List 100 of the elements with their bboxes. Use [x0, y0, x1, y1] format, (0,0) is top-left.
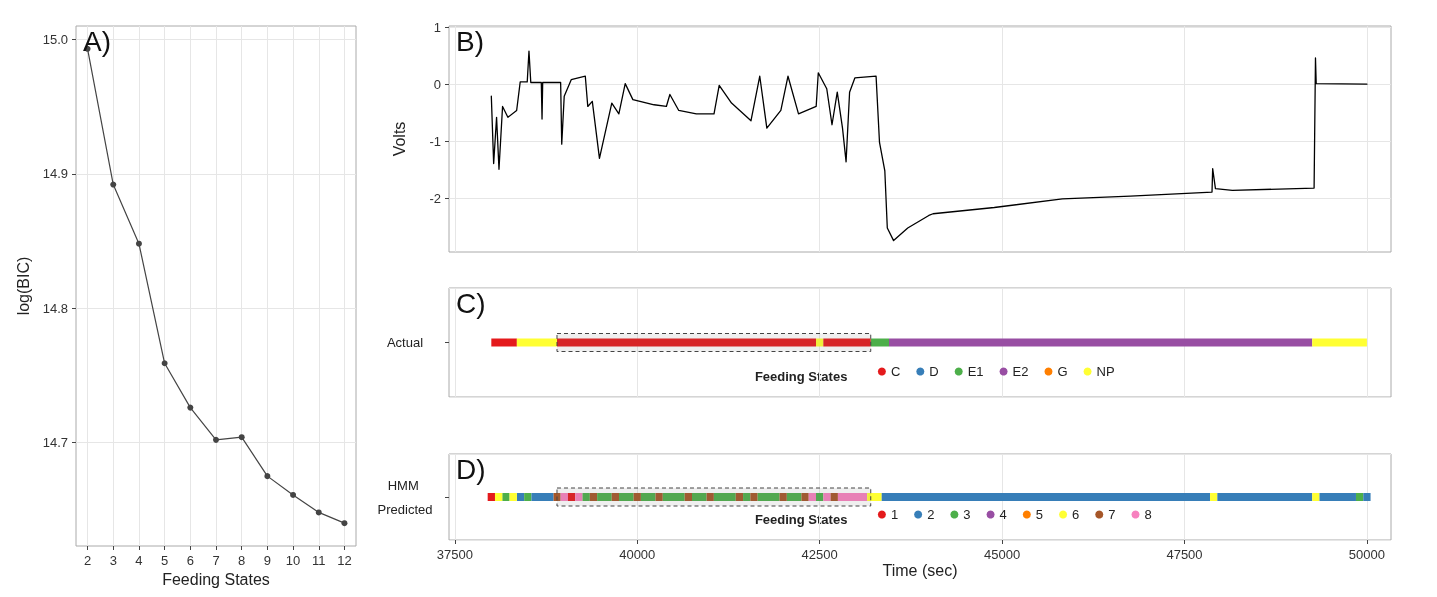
bar — [735, 493, 744, 501]
legend-label: E2 — [1012, 364, 1029, 379]
legend-label: 6 — [1072, 507, 1080, 522]
legend-label: 1 — [890, 507, 899, 522]
bar — [1312, 338, 1367, 347]
point — [161, 360, 168, 367]
x-tick-label: 9 — [263, 553, 271, 568]
bar — [1210, 493, 1218, 501]
bar — [619, 493, 634, 501]
legend-label: NP — [1096, 364, 1115, 379]
bar — [575, 493, 583, 501]
y-tick-label: 14.7 — [42, 435, 68, 451]
bar — [494, 493, 503, 501]
point — [135, 240, 142, 247]
bar — [1363, 493, 1371, 501]
bar — [582, 493, 590, 501]
y-tick-label: HMM Predicted — [377, 477, 433, 517]
bar — [567, 493, 576, 501]
y-tick-label: 14.9 — [42, 166, 68, 182]
x-tick-label: 5 — [161, 553, 169, 568]
y-tick-label: 14.8 — [42, 300, 68, 316]
chart-title: A) — [83, 25, 111, 57]
point — [341, 520, 348, 527]
x-tick-label: 47500 — [1166, 547, 1203, 562]
bar — [662, 493, 685, 501]
bar — [823, 338, 871, 347]
x-tick-label: 40000 — [619, 547, 656, 562]
point — [238, 434, 245, 441]
x-axis-title: Time (sec) — [882, 561, 958, 579]
bar — [816, 338, 824, 347]
y-tick-label: 15.0 — [42, 31, 68, 47]
bar — [1217, 493, 1313, 501]
bar — [837, 493, 868, 501]
bar — [516, 493, 525, 501]
bar — [553, 493, 561, 501]
x-tick-label: 8 — [238, 553, 246, 568]
point — [315, 509, 322, 516]
legend-label: 3 — [963, 507, 971, 522]
bar — [816, 493, 824, 501]
bar — [830, 493, 838, 501]
x-tick-label: 50000 — [1348, 547, 1385, 562]
bar — [786, 493, 802, 501]
bar — [516, 338, 557, 347]
bar — [743, 493, 751, 501]
x-tick-label: 37500 — [436, 547, 473, 562]
bar — [524, 493, 532, 501]
bar — [881, 493, 1211, 501]
legend-label: D — [929, 364, 939, 379]
point — [110, 181, 117, 188]
y-tick-label: Actual — [386, 335, 424, 350]
bar — [633, 493, 641, 501]
x-tick-label: 11 — [312, 553, 326, 568]
bar — [491, 338, 517, 347]
legend-label: G — [1057, 364, 1068, 379]
bar — [1355, 493, 1364, 501]
bar — [611, 493, 620, 501]
bar — [640, 493, 656, 501]
y-tick-label: 0 — [433, 76, 441, 92]
chart-title: C) — [456, 287, 486, 319]
bar — [531, 493, 554, 501]
x-tick-label: 12 — [337, 553, 352, 568]
bar — [706, 493, 714, 501]
bar — [560, 493, 568, 501]
x-tick-label: 7 — [212, 553, 220, 568]
x-tick-label: 42500 — [801, 547, 838, 562]
point — [290, 491, 297, 498]
x-tick-label: 3 — [109, 553, 117, 568]
bar — [750, 493, 758, 501]
point — [213, 436, 219, 443]
legend-label: C — [890, 364, 901, 379]
chart-title: D) — [456, 453, 486, 485]
bar — [487, 493, 495, 501]
x-tick-label: 6 — [186, 553, 194, 568]
x-tick-label: 2 — [83, 553, 92, 568]
bar — [502, 493, 510, 501]
y-tick-label: -2 — [429, 190, 441, 206]
legend-label: 8 — [1144, 507, 1152, 522]
legend-label: 7 — [1108, 507, 1116, 522]
bar — [779, 493, 787, 501]
chart-title: B) — [456, 25, 484, 57]
x-tick-label: 4 — [135, 553, 143, 568]
x-axis-title: Feeding States — [162, 571, 270, 589]
legend-label: 2 — [927, 507, 935, 522]
x-tick-label: 45000 — [984, 547, 1021, 562]
bar — [823, 493, 831, 501]
bar — [808, 493, 817, 501]
bar — [597, 493, 612, 501]
bar — [713, 493, 736, 501]
point — [187, 404, 194, 411]
legend-label: E1 — [967, 364, 984, 379]
bar — [801, 493, 809, 501]
bar — [867, 493, 882, 501]
bar — [757, 493, 780, 501]
bar — [509, 493, 517, 501]
bar — [684, 493, 692, 501]
line-series — [490, 50, 1368, 242]
legend-label: 4 — [999, 507, 1007, 522]
y-tick-label: 1 — [433, 19, 441, 35]
point — [264, 473, 271, 480]
y-axis-title: log(BIC) — [15, 256, 33, 316]
